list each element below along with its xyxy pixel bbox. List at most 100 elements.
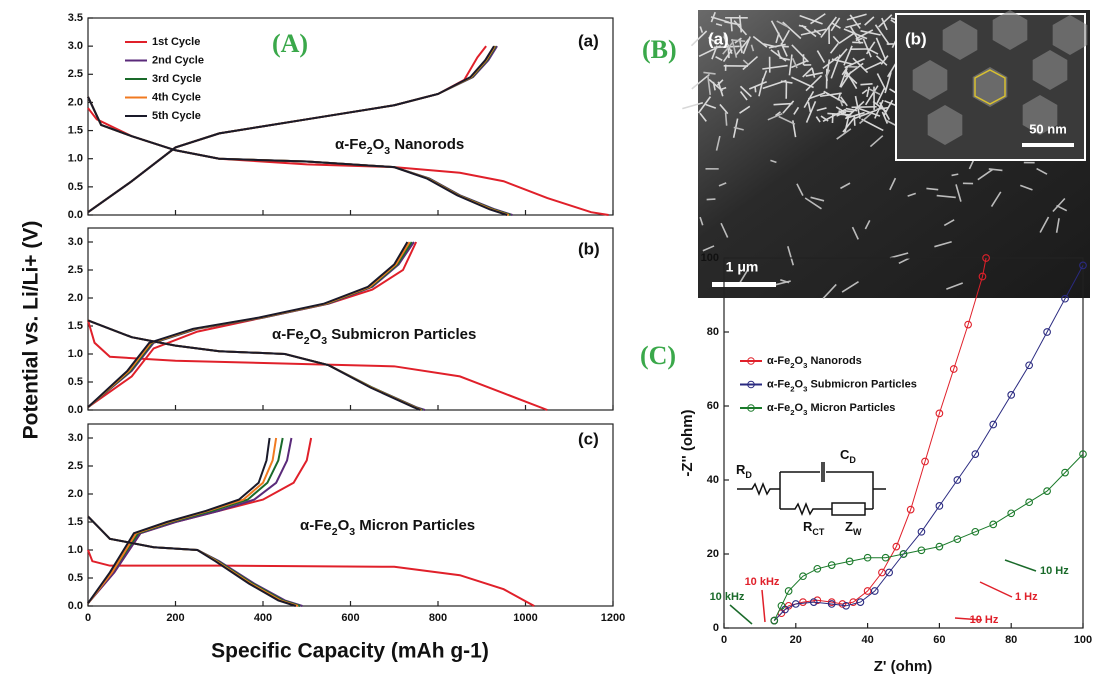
circuit-label: RD [736,462,752,480]
x-tick-label: 800 [429,612,447,624]
x-tick-label: 1200 [601,612,625,624]
y-tick-label: 0.0 [68,209,83,221]
sem-rod [726,112,727,125]
sample-label: α-Fe2O3 Micron Particles [300,517,475,538]
y-axis-title: Potential vs. Li/Li+ (V) [20,221,43,440]
series-line [774,258,986,621]
curve [88,97,507,215]
legend-label: α-Fe2O3 Micron Particles [767,402,895,417]
sem-rod [731,18,732,31]
y-tick-label: 1.0 [68,544,83,556]
subplot-label: (b) [578,239,600,258]
circuit-label: RCT [803,519,825,537]
annotation: 10 Hz [1040,565,1069,577]
curve [88,438,291,603]
page: {"figure":{"panel_A":"(A)","panel_B":"(B… [0,0,1097,678]
y-tick-label: 3.0 [68,432,83,444]
y-tick-label: 3.5 [68,12,83,24]
legend-label: 1st Cycle [152,36,200,48]
scale-bar [1022,143,1074,147]
sample-label: α-Fe2O3 Submicron Particles [272,326,476,347]
y-tick-label: 1.0 [68,153,83,165]
y-tick-label: 2.0 [68,96,83,108]
plot-frame [88,424,613,606]
x-tick-label: 100 [1074,634,1092,646]
circuit-label: ZW [845,519,862,537]
circuit [737,462,886,515]
sem-label: (b) [905,29,927,48]
sem-label: (a) [708,29,729,48]
y-tick-label: 1.0 [68,348,83,360]
x-tick-label: 1000 [513,612,537,624]
panel-label: (C) [640,341,676,370]
label-sub: D [745,470,752,480]
scale-bar [712,282,776,287]
y-tick-label: 2.0 [68,488,83,500]
curve [88,550,534,606]
sem-image: (a) (b) 50 nm 1 μm [682,10,1090,298]
x-tick-label: 40 [861,634,873,646]
x-axis-title: Specific Capacity (mAh g-1) [211,640,489,663]
x-tick-label: 0 [721,634,727,646]
y-tick-label: 0.5 [68,572,83,584]
y-tick-label: 1.5 [68,124,83,136]
panel-label: (A) [272,29,308,58]
curve [88,46,496,212]
y-tick-label: 2.5 [68,264,83,276]
plot-frame [88,228,613,410]
y-tick-label: 1.5 [68,516,83,528]
label-sub: CT [812,527,824,537]
legend-label: 4th Cycle [152,91,201,103]
x-tick-label: 200 [166,612,184,624]
x-tick-label: 0 [85,612,91,624]
label-base: Z [845,519,853,534]
curve [88,242,416,407]
curve [88,46,486,212]
figure: (A) (B) (C) Specific Capacity (mAh g-1) … [0,0,1097,678]
sem-rod [854,116,855,126]
sem-rod [774,104,793,105]
y-tick-label: 3.0 [68,40,83,52]
circuit-label: CD [840,447,856,465]
annotation-arrow [730,605,752,624]
y-tick-label: 3.0 [68,236,83,248]
curve [88,108,609,215]
scale-label: 1 μm [726,259,759,275]
annotation: 10 Hz [970,614,999,626]
subplot-label: (c) [578,429,599,448]
sem-rod [852,107,877,108]
y-tick-label: 0.0 [68,600,83,612]
legend-label: 2nd Cycle [152,54,204,66]
y-tick-label: 100 [701,252,719,264]
x-axis-title: Z' (ohm) [874,658,933,675]
y-tick-label: 2.5 [68,460,83,472]
y-tick-label: 20 [707,548,719,560]
annotation: 1 Hz [1015,591,1038,603]
legend-label: α-Fe2O3 Nanorods [767,355,862,370]
y-tick-label: 0.0 [68,404,83,416]
panel-label: (B) [642,35,677,64]
label-sub: D [849,455,856,465]
sem-rod [860,84,872,85]
legend-label: 5th Cycle [152,110,201,122]
annotation-arrow [980,582,1012,597]
y-tick-label: 0.5 [68,181,83,193]
annotation-arrow [1005,560,1036,571]
y-tick-label: 60 [707,400,719,412]
y-axis-title: -Z'' (ohm) [679,409,696,476]
subplot-label: (a) [578,31,599,50]
annotation: 10 kHz [745,576,780,588]
curve [88,46,495,212]
x-tick-label: 400 [254,612,272,624]
label-sub: W [853,527,862,537]
curve [88,242,414,407]
curve [88,46,497,212]
y-tick-label: 0.5 [68,376,83,388]
legend-label: 3rd Cycle [152,73,202,85]
plot-frame [724,258,1083,628]
legend-label: α-Fe2O3 Submicron Particles [767,378,917,393]
annotation: 10 kHz [710,591,745,603]
x-tick-label: 600 [341,612,359,624]
y-tick-label: 80 [707,326,719,338]
scale-label: 50 nm [1029,121,1067,136]
